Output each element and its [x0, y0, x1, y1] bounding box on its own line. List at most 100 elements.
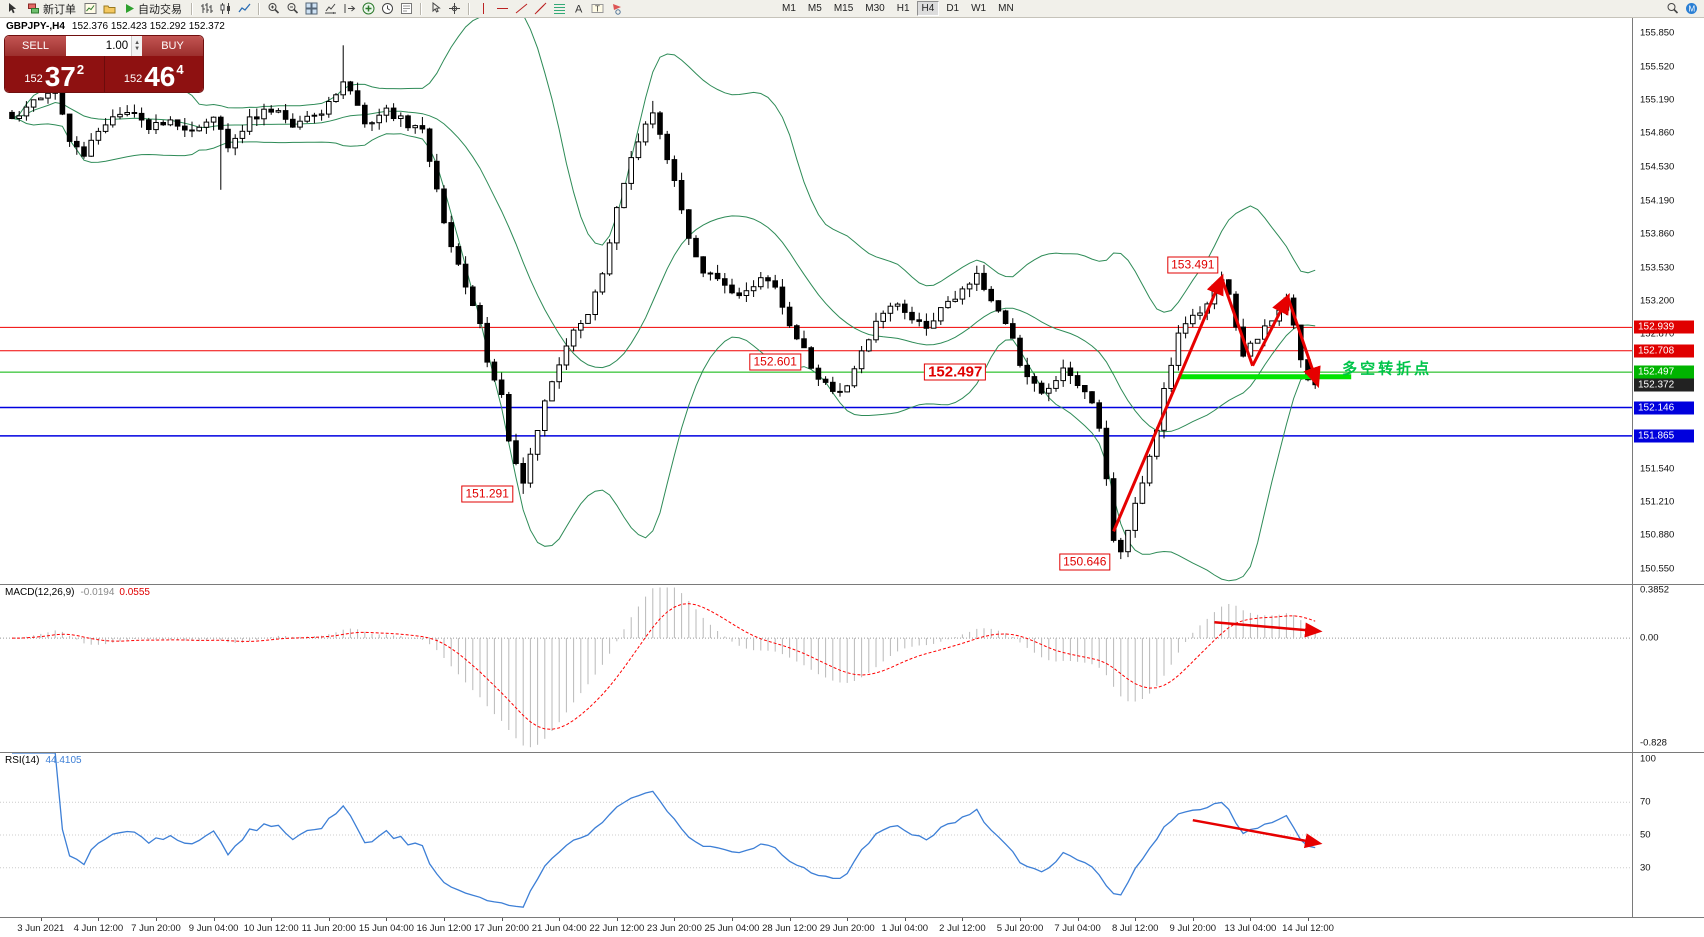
- zoom-in-icon[interactable]: [264, 1, 283, 16]
- crosshair-icon[interactable]: [445, 1, 464, 16]
- price-tick: 152.870: [1640, 328, 1675, 340]
- chart-ohlc-values: 152.376 152.423 152.292 152.372: [71, 21, 225, 32]
- timeframe-m15[interactable]: M15: [833, 3, 854, 14]
- indicators-icon[interactable]: [359, 1, 378, 16]
- timeframe-h1[interactable]: H1: [896, 3, 910, 14]
- time-tick: [904, 918, 906, 921]
- new-order-button[interactable]: 新订单: [22, 1, 81, 17]
- price-tick: 151.210: [1640, 496, 1675, 508]
- autoscroll-icon[interactable]: [321, 1, 340, 16]
- channel-icon[interactable]: [531, 1, 550, 16]
- horizontal-line-icon[interactable]: [493, 1, 512, 16]
- sell-price[interactable]: 152 37 2: [5, 56, 105, 92]
- lot-size-input[interactable]: [66, 36, 132, 56]
- timeframe-w1[interactable]: W1: [971, 3, 987, 14]
- svg-text:M: M: [1689, 5, 1696, 14]
- macd-canvas[interactable]: [0, 585, 1632, 752]
- time-label: 28 Jun 12:00: [762, 923, 818, 934]
- toolbar-separator: [258, 2, 260, 15]
- trendline-icon[interactable]: [512, 1, 531, 16]
- time-tick: [789, 918, 791, 921]
- time-tick: [40, 918, 42, 921]
- cursor-icon[interactable]: [426, 1, 445, 16]
- shapes-icon[interactable]: [607, 1, 626, 16]
- autotrading-button[interactable]: 自动交易: [119, 1, 187, 17]
- price-tick: 154.190: [1640, 195, 1675, 207]
- profiles-icon[interactable]: [100, 1, 119, 16]
- time-label: 25 Jun 04:00: [704, 923, 760, 934]
- toolbar-separator: [420, 2, 422, 15]
- time-label: 10 Jun 12:00: [243, 923, 299, 934]
- price-tick: 150.880: [1640, 529, 1675, 541]
- candlestick-chart-icon[interactable]: [216, 1, 235, 16]
- price-chart-canvas[interactable]: [0, 18, 1632, 584]
- turning-point-annotation: 多空转折点: [1342, 360, 1433, 378]
- fibonacci-icon[interactable]: [550, 1, 569, 16]
- time-label: 16 Jun 12:00: [416, 923, 472, 934]
- time-label: 17 Jun 20:00: [474, 923, 530, 934]
- time-label: 22 Jun 12:00: [589, 923, 645, 934]
- timeframe-m1[interactable]: M1: [782, 3, 796, 14]
- price-tick: 153.200: [1640, 295, 1675, 307]
- pointer-icon[interactable]: [3, 1, 22, 16]
- chart-window-icon[interactable]: [81, 1, 100, 16]
- templates-icon[interactable]: [397, 1, 416, 16]
- sell-button[interactable]: SELL: [5, 36, 66, 56]
- macd-scale-tick: -0.828: [1640, 737, 1667, 749]
- time-label: 29 Jun 20:00: [819, 923, 875, 934]
- time-tick: [386, 918, 388, 921]
- macd-name: MACD(12,26,9): [5, 587, 75, 598]
- timeframe-d1[interactable]: D1: [946, 3, 960, 14]
- time-label: 14 Jul 12:00: [1282, 923, 1334, 934]
- price-level-box: 152.146: [1634, 401, 1694, 415]
- community-icon[interactable]: M: [1682, 1, 1701, 16]
- time-axis[interactable]: 3 Jun 2021 4 Jun 12:00 7 Jun 20:00 9 Jun 04…: [0, 917, 1704, 937]
- time-label: 8 Jul 12:00: [1111, 923, 1159, 934]
- spinner-down-icon[interactable]: ▼: [134, 46, 141, 52]
- macd-scale-tick: 0.00: [1640, 632, 1659, 644]
- rsi-pane[interactable]: RSI(14) 44.4105 100 70 50 30: [0, 752, 1704, 917]
- time-label: 7 Jul 04:00: [1054, 923, 1101, 934]
- buy-button[interactable]: BUY: [142, 36, 203, 56]
- label-icon[interactable]: T: [588, 1, 607, 16]
- chart-shift-icon[interactable]: [340, 1, 359, 16]
- price-tick: 153.860: [1640, 228, 1675, 240]
- tile-windows-icon[interactable]: [302, 1, 321, 16]
- rsi-name: RSI(14): [5, 755, 40, 766]
- price-tick: 151.540: [1640, 463, 1675, 475]
- toolbar-separator: [191, 2, 193, 15]
- price-tick: 154.530: [1640, 161, 1675, 173]
- buy-price[interactable]: 152 46 4: [105, 56, 204, 92]
- time-tick: [1020, 918, 1021, 921]
- macd-scale: 0.3852 0.00 -0.828: [1632, 585, 1704, 752]
- search-icon[interactable]: [1663, 1, 1682, 16]
- main-chart-pane[interactable]: GBPJPY-,H4 152.376 152.423 152.292 152.37…: [0, 18, 1704, 584]
- timeframe-h4[interactable]: H4: [916, 1, 940, 16]
- line-chart-icon[interactable]: [235, 1, 254, 16]
- time-tick: [616, 918, 618, 921]
- price-tick: 154.860: [1640, 127, 1675, 139]
- time-tick: [962, 918, 964, 921]
- price-callout: 152.601: [749, 353, 801, 371]
- spinner-up-icon[interactable]: ▲: [134, 40, 141, 46]
- order-icon: [28, 3, 39, 14]
- rsi-scale-tick: 100: [1640, 753, 1656, 765]
- timeframe-m5[interactable]: M5: [807, 3, 822, 14]
- time-tick: [1192, 918, 1194, 921]
- vertical-line-icon[interactable]: [474, 1, 493, 16]
- lot-spinner[interactable]: ▲ ▼: [131, 36, 142, 56]
- macd-pane[interactable]: MACD(12,26,9) -0.0194 0.0555 0.3852 0.00 -0.…: [0, 584, 1704, 752]
- time-tick: [1077, 918, 1079, 921]
- text-icon[interactable]: A: [569, 1, 588, 16]
- sell-price-sup: 2: [76, 62, 85, 77]
- bar-chart-icon[interactable]: [197, 1, 216, 16]
- zoom-out-icon[interactable]: [283, 1, 302, 16]
- timeframe-m30[interactable]: M30: [865, 3, 885, 14]
- timeframe-mn[interactable]: MN: [998, 3, 1014, 14]
- periods-icon[interactable]: [378, 1, 397, 16]
- rsi-label: RSI(14) 44.4105: [5, 755, 82, 766]
- rsi-canvas[interactable]: [0, 753, 1632, 917]
- time-label: 3 Jun 2021: [17, 923, 65, 934]
- macd-signal-value: 0.0555: [119, 587, 150, 598]
